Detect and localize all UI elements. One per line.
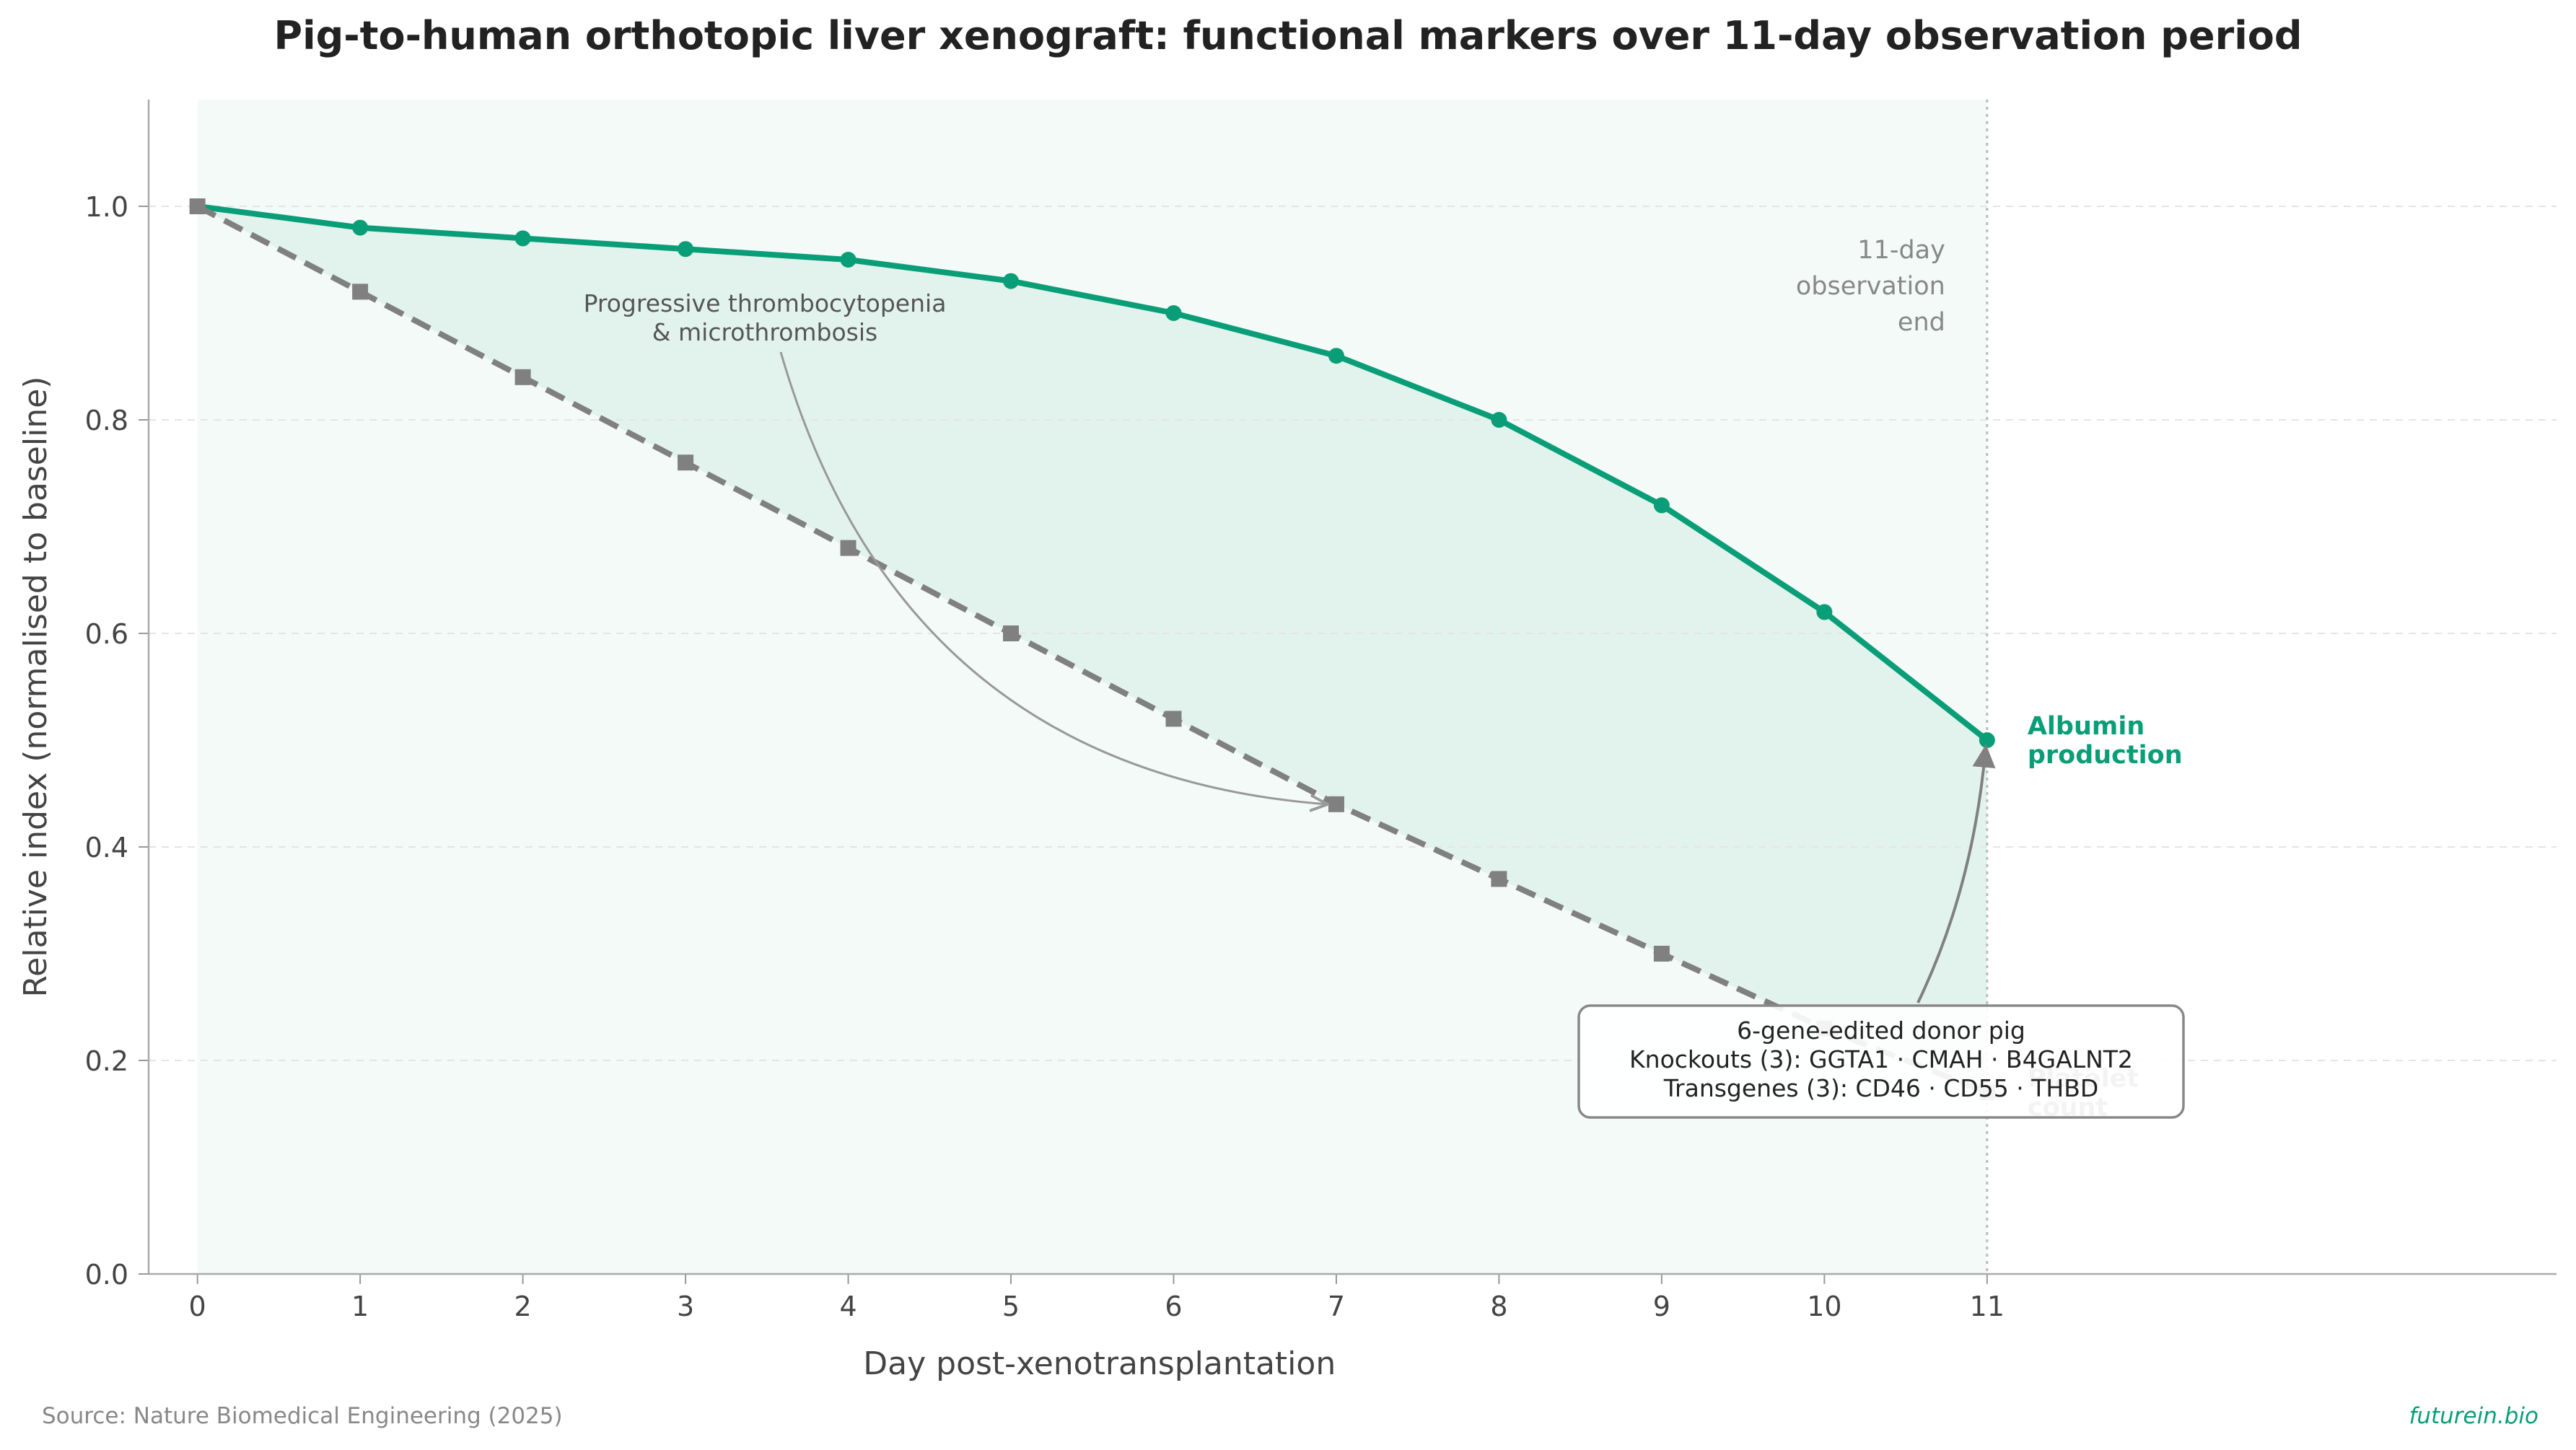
thrombocytopenia-arrow (779, 351, 1328, 804)
donor-info-text: Knockouts (3): GGTA1 · CMAH · B4GALNT2 (1629, 1045, 2133, 1073)
platelet-point (1653, 946, 1670, 962)
observation-end-label: observation (1796, 272, 1945, 301)
x-tick-label: 1 (351, 1291, 369, 1322)
albumin-point (1816, 604, 1833, 620)
albumin-series-label: Albumin (2028, 712, 2145, 741)
platelet-point (840, 540, 857, 556)
platelet-point (514, 369, 531, 385)
plot-area: 0.0 0.2 0.4 0.6 0.8 1.0 0 1 2 3 4 5 6 7 8 9 10 11 Day post… (17, 100, 2557, 1382)
y-tick-label: 0.2 (85, 1045, 128, 1077)
x-tick-label: 8 (1490, 1291, 1507, 1322)
x-tick-label: 7 (1328, 1291, 1345, 1322)
observation-end-label: end (1898, 308, 1945, 337)
y-tick-label: 0.8 (85, 405, 128, 436)
x-tick-label: 2 (514, 1291, 531, 1322)
x-tick-label: 9 (1653, 1291, 1670, 1322)
platelet-point (1003, 625, 1020, 641)
donor-info-text: 6-gene-edited donor pig (1737, 1016, 2025, 1045)
x-tick-label: 0 (189, 1291, 206, 1322)
x-tick-label: 11 (1970, 1291, 2005, 1322)
platelet-point (678, 454, 694, 471)
observation-end-label: 11-day (1857, 236, 1945, 265)
albumin-point (1003, 273, 1020, 289)
thrombocytopenia-annotation: Progressive thrombocytopenia (584, 289, 947, 317)
y-tick-label: 0.0 (85, 1259, 128, 1291)
y-tick-label: 0.6 (85, 618, 128, 650)
platelet-point (189, 198, 206, 214)
x-tick-label: 6 (1165, 1291, 1182, 1322)
platelet-point (352, 284, 369, 300)
albumin-series-label: production (2028, 741, 2183, 770)
albumin-point (1979, 732, 1995, 748)
albumin-point (1653, 497, 1670, 514)
thrombocytopenia-annotation: & microthrombosis (652, 318, 877, 346)
x-tick-label: 3 (677, 1291, 694, 1322)
x-tick-label: 4 (839, 1291, 857, 1322)
gap-fill (197, 206, 1987, 1093)
albumin-point (678, 241, 694, 258)
x-axis-label: Day post-xenotransplantation (863, 1345, 1336, 1382)
donor-info-text: Transgenes (3): CD46 · CD55 · THBD (1663, 1074, 2099, 1102)
albumin-point (840, 252, 857, 268)
x-tick-label: 5 (1002, 1291, 1020, 1322)
platelet-point (1328, 796, 1344, 812)
y-tick-label: 1.0 (85, 191, 128, 223)
series-line-albumin (197, 203, 1989, 743)
y-tick-label: 0.4 (85, 832, 128, 864)
albumin-point (1328, 348, 1344, 364)
albumin-point (1165, 305, 1182, 321)
donor-info-box (1577, 1004, 2185, 1119)
albumin-point (1491, 412, 1507, 428)
donor-arrow (1916, 744, 1996, 1003)
albumin-point (514, 230, 531, 247)
brand-mark: futurein.bio (2409, 1403, 2538, 1429)
y-axis-label: Relative index (normalised to baseline) (17, 377, 54, 998)
x-tick-label: 10 (1807, 1291, 1841, 1322)
series-line-platelet (196, 203, 1989, 1096)
platelet-point (1491, 871, 1507, 887)
albumin-point (352, 219, 369, 236)
chart-title: Pig-to-human orthotopic liver xenograft:… (274, 13, 2303, 58)
platelet-point (1165, 711, 1182, 727)
source-note: Source: Nature Biomedical Engineering (2… (42, 1403, 563, 1429)
